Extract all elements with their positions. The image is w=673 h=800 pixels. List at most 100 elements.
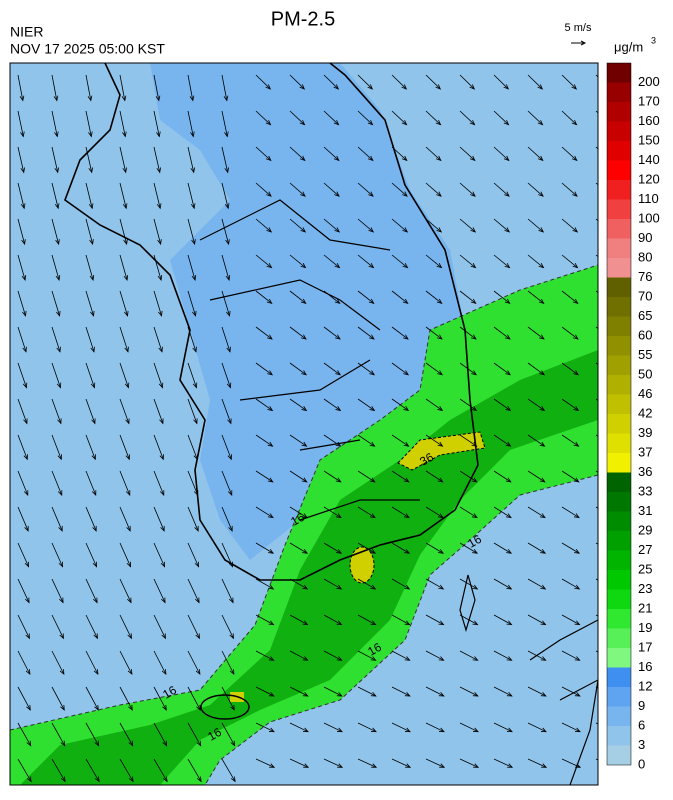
wind-arrow-head — [368, 263, 375, 269]
wind-arrow-head — [121, 95, 127, 102]
wind-arrow — [17, 470, 29, 496]
wind-arrow — [323, 470, 341, 483]
wind-arrow-head — [537, 84, 544, 90]
wind-arrow — [289, 506, 308, 518]
wind-arrow — [221, 74, 228, 101]
wind-arrow-head — [539, 406, 546, 412]
colorbar-cell — [607, 199, 631, 219]
wind-arrow-head — [193, 490, 199, 497]
colorbar-label: 21 — [638, 600, 652, 615]
colorbar-label: 42 — [638, 405, 652, 420]
wind-arrow — [153, 686, 167, 711]
wind-arrow-head — [226, 382, 232, 389]
wind-arrow — [187, 182, 195, 209]
wind-arrow-head — [436, 191, 442, 197]
wind-arrow — [425, 758, 445, 768]
wind-arrow-head — [88, 203, 94, 210]
wind-arrow-head — [369, 334, 375, 340]
wind-arrow-head — [191, 275, 197, 282]
wind-arrow — [561, 326, 579, 340]
wind-arrow — [153, 362, 163, 388]
wind-arrow — [255, 182, 272, 197]
wind-arrow — [323, 686, 343, 697]
wind-arrow — [357, 470, 375, 483]
wind-arrow — [153, 758, 168, 782]
wind-arrow — [425, 722, 445, 733]
wind-arrow — [85, 434, 96, 460]
wind-arrow-head — [505, 441, 512, 447]
wind-arrow — [221, 182, 229, 209]
wind-arrow-head — [505, 370, 511, 376]
wind-arrow-head — [162, 704, 167, 711]
wind-arrow-head — [25, 669, 31, 676]
wind-arrow-head — [405, 727, 411, 733]
colorbar-label: 19 — [638, 620, 652, 635]
wind-arrow — [527, 650, 546, 661]
wind-arrow-head — [60, 776, 66, 783]
colorbar-cell — [607, 609, 631, 629]
wind-arrow — [289, 146, 306, 161]
wind-arrow-head — [268, 620, 275, 626]
wind-arrow-head — [190, 131, 195, 138]
wind-arrow-head — [371, 763, 378, 768]
wind-arrow-head — [160, 561, 166, 568]
colorbar-label: 100 — [638, 210, 660, 225]
wind-arrow — [323, 434, 341, 447]
wind-arrow-head — [125, 490, 131, 497]
wind-arrow-head — [228, 525, 233, 532]
wind-arrow-head — [195, 597, 200, 604]
colorbar-cell — [607, 82, 631, 102]
wind-arrow — [493, 146, 510, 161]
wind-arrow — [85, 218, 94, 245]
wind-arrow — [221, 434, 232, 460]
contour-label: 16 — [365, 640, 384, 659]
wind-arrow — [425, 542, 444, 554]
wind-arrow-head — [505, 513, 512, 519]
colorbar-cell — [607, 394, 631, 414]
wind-arrow-head — [230, 740, 236, 747]
wind-arrow-head — [20, 131, 25, 138]
wind-arrow-head — [437, 370, 443, 376]
wind-arrow-head — [404, 691, 411, 697]
wind-arrow-head — [302, 620, 309, 626]
wind-arrow — [425, 614, 444, 625]
wind-arrow-head — [507, 763, 514, 768]
wind-arrow-head — [538, 227, 545, 233]
wind-arrow-head — [335, 513, 342, 519]
wind-arrow-head — [91, 490, 97, 497]
wind-arrow-head — [125, 418, 130, 425]
wind-arrow — [323, 506, 342, 518]
wind-arrow-head — [123, 275, 129, 282]
wind-arrow-head — [506, 656, 513, 661]
wind-arrow-head — [60, 704, 65, 711]
wind-arrow-head — [537, 155, 544, 162]
wind-arrow-head — [370, 548, 377, 554]
colorbar-label: 33 — [638, 483, 652, 498]
wind-arrow — [85, 398, 96, 424]
colorbar-label: 3 — [638, 737, 645, 752]
wind-arrow-head — [503, 155, 510, 162]
wind-arrow — [51, 110, 58, 137]
wind-arrow — [221, 254, 230, 281]
wind-arrow — [153, 614, 166, 639]
colorbar-label: 37 — [638, 444, 652, 459]
wind-arrow-head — [438, 691, 445, 697]
wind-arrow — [51, 614, 64, 639]
wind-arrow — [119, 218, 128, 245]
wind-arrow-head — [57, 490, 63, 497]
wind-arrow — [527, 218, 544, 233]
wind-arrow-head — [572, 263, 579, 269]
wind-arrow-head — [472, 691, 479, 697]
wind-arrow — [561, 722, 581, 733]
wind-arrow — [357, 398, 375, 411]
colorbar-cell — [607, 472, 631, 492]
wind-arrow-head — [336, 656, 343, 661]
wind-arrow — [425, 326, 443, 340]
wind-arrow-head — [302, 691, 309, 697]
colorbar-frame — [606, 62, 632, 766]
wind-arrow-head — [265, 119, 272, 126]
wind-arrow-head — [196, 776, 202, 783]
island — [200, 694, 250, 720]
wind-arrow — [357, 326, 375, 340]
wind-arrow — [255, 650, 274, 661]
